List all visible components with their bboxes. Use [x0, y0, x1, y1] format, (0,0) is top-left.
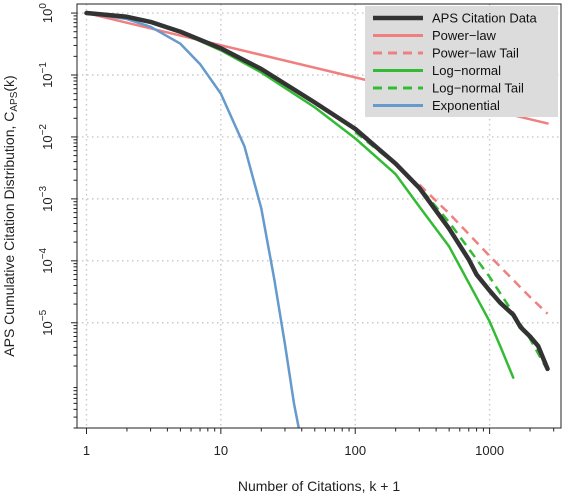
y-tick-label: 10−1 — [38, 62, 55, 88]
y-axis-title: APS Cumulative Citation Distribution, CA… — [1, 75, 20, 356]
x-axis-ticks: 1 10 100 1000 — [83, 428, 555, 458]
legend-entry-label: Power−law Tail — [432, 46, 519, 61]
legend-entry-label: Log−normal Tail — [432, 81, 524, 96]
y-tick-base: 10 — [40, 9, 55, 23]
legend-entry-label: Exponential — [432, 98, 500, 113]
y-tick-base: 10 — [40, 321, 55, 335]
y-tick-label: 10−4 — [38, 247, 55, 273]
y-tick-label: 10−3 — [38, 186, 55, 212]
y-tick-exponent: −2 — [38, 124, 49, 136]
x-tick-label: 100 — [344, 443, 366, 458]
legend-box — [365, 6, 558, 117]
y-tick-exponent: 0 — [38, 3, 49, 9]
y-tick-exponent: −3 — [38, 186, 49, 198]
legend-entry-label: Log−normal — [432, 63, 501, 78]
y-axis-title-main: APS Cumulative Citation Distribution, C — [1, 112, 17, 357]
y-tick-base: 10 — [40, 73, 55, 87]
y-axis-title-subscript: APS — [9, 91, 20, 111]
y-axis-title-tail: (k) — [1, 75, 17, 91]
legend: APS Citation Data Power−law Power−law Tail… — [365, 6, 558, 117]
series-line-5 — [85, 11, 301, 428]
series-line-2 — [418, 183, 549, 315]
x-tick-label: 10 — [214, 443, 228, 458]
legend-entry-label: APS Citation Data — [432, 11, 538, 26]
y-tick-exponent: −5 — [38, 309, 49, 321]
y-tick-base: 10 — [40, 135, 55, 149]
x-tick-label: 1000 — [475, 443, 504, 458]
plot-frame — [76, 3, 562, 429]
y-tick-base: 10 — [40, 197, 55, 211]
legend-entry-label: Power−law — [432, 28, 497, 43]
y-tick-exponent: −1 — [38, 62, 49, 74]
y-tick-exponent: −4 — [38, 247, 49, 259]
x-axis-title: Number of Citations, k + 1 — [238, 478, 400, 494]
y-tick-label: 10−2 — [38, 124, 55, 150]
y-tick-base: 10 — [40, 259, 55, 273]
series-line-0 — [84, 10, 550, 372]
x-tick-label: 1 — [83, 443, 90, 458]
y-tick-label: 10−5 — [38, 309, 55, 335]
y-tick-label: 100 — [38, 3, 55, 23]
